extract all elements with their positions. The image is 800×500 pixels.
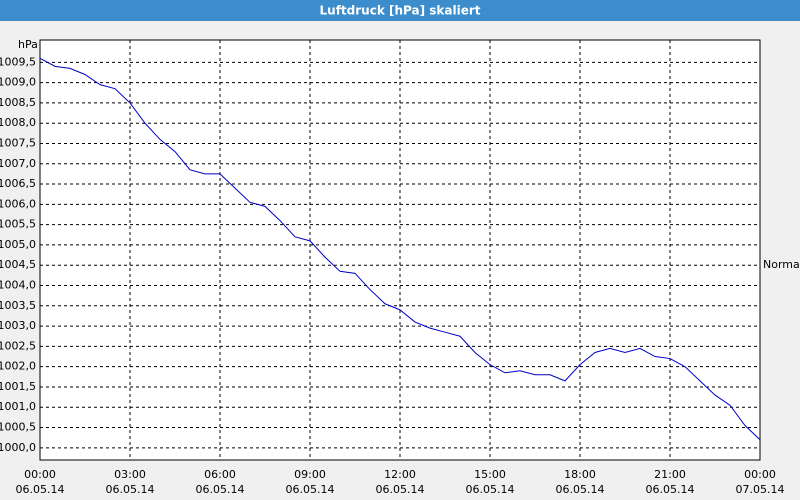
x-tick-label: 00:00 — [744, 468, 776, 481]
x-tick-date: 06.05.14 — [196, 483, 245, 496]
y-tick-label: 1005,5 — [0, 218, 36, 231]
x-tick-date: 06.05.14 — [16, 483, 65, 496]
x-tick-date: 06.05.14 — [646, 483, 695, 496]
y-tick-label: 1008,5 — [0, 96, 36, 109]
y-tick-label: 1003,0 — [0, 319, 36, 332]
y-tick-label: 1006,5 — [0, 177, 36, 190]
x-tick-date: 06.05.14 — [556, 483, 605, 496]
y-axis-label: hPa — [18, 38, 38, 51]
y-tick-label: 1009,0 — [0, 76, 36, 89]
y-tick-label: 1004,5 — [0, 258, 36, 271]
y-tick-label: 1002,5 — [0, 339, 36, 352]
x-tick-label: 03:00 — [114, 468, 146, 481]
y-tick-label: 1005,0 — [0, 238, 36, 251]
x-tick-label: 21:00 — [654, 468, 686, 481]
x-tick-date: 06.05.14 — [466, 483, 515, 496]
y-tick-label: 1008,0 — [0, 116, 36, 129]
y-tick-label: 1007,0 — [0, 157, 36, 170]
data-line — [39, 57, 761, 441]
x-tick-label: 12:00 — [384, 468, 416, 481]
y-tick-label: 1009,5 — [0, 55, 36, 68]
annotation: Normal — [763, 258, 800, 271]
y-tick-label: 1004,0 — [0, 279, 36, 292]
y-tick-label: 1003,5 — [0, 299, 36, 312]
y-tick-label: 1000,5 — [0, 421, 36, 434]
x-tick-label: 18:00 — [564, 468, 596, 481]
title-bar — [0, 0, 800, 21]
x-tick-date: 06.05.14 — [106, 483, 155, 496]
x-tick-date: 06.05.14 — [376, 483, 425, 496]
x-tick-label: 06:00 — [204, 468, 236, 481]
x-tick-date: 06.05.14 — [286, 483, 335, 496]
y-tick-label: 1006,0 — [0, 197, 36, 210]
y-tick-label: 1001,0 — [0, 400, 36, 413]
chart-title: Luftdruck [hPa] skaliert — [320, 4, 481, 18]
x-tick-date: 07.05.14 — [736, 483, 785, 496]
x-tick-label: 00:00 — [24, 468, 56, 481]
y-tick-label: 1002,0 — [0, 360, 36, 373]
y-tick-label: 1001,5 — [0, 380, 36, 393]
y-tick-label: 1000,0 — [0, 441, 36, 454]
y-tick-label: 1007,5 — [0, 136, 36, 149]
x-tick-label: 15:00 — [474, 468, 506, 481]
x-tick-label: 09:00 — [294, 468, 326, 481]
